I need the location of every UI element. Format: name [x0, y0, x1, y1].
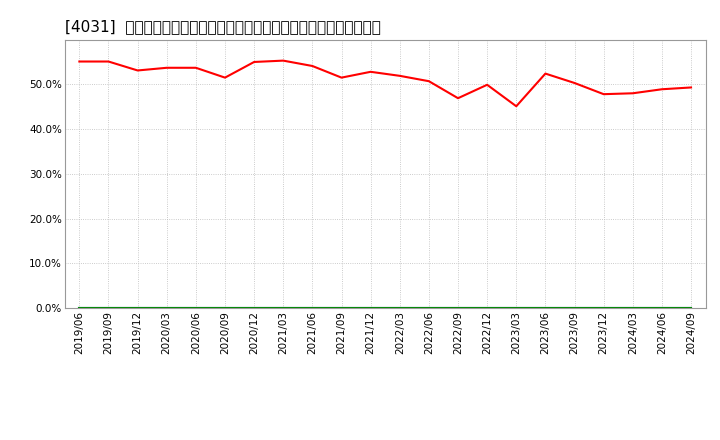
繰延税金資産: [570, 305, 579, 311]
繰延税金資産: [279, 305, 287, 311]
自己資本: [425, 79, 433, 84]
自己資本: [687, 85, 696, 90]
のれん: [192, 305, 200, 311]
繰延税金資産: [454, 305, 462, 311]
のれん: [104, 305, 113, 311]
自己資本: [308, 63, 317, 69]
繰延税金資産: [512, 305, 521, 311]
繰延税金資産: [163, 305, 171, 311]
繰延税金資産: [220, 305, 229, 311]
自己資本: [220, 75, 229, 80]
のれん: [133, 305, 142, 311]
のれん: [75, 305, 84, 311]
繰延税金資産: [629, 305, 637, 311]
繰延税金資産: [250, 305, 258, 311]
のれん: [250, 305, 258, 311]
自己資本: [250, 59, 258, 65]
繰延税金資産: [104, 305, 113, 311]
のれん: [308, 305, 317, 311]
繰延税金資産: [337, 305, 346, 311]
自己資本: [337, 75, 346, 80]
繰延税金資産: [425, 305, 433, 311]
のれん: [570, 305, 579, 311]
繰延税金資産: [541, 305, 550, 311]
自己資本: [163, 65, 171, 70]
のれん: [220, 305, 229, 311]
自己資本: [657, 87, 666, 92]
のれん: [454, 305, 462, 311]
のれん: [395, 305, 404, 311]
Line: 自己資本: 自己資本: [79, 61, 691, 106]
繰延税金資産: [308, 305, 317, 311]
繰延税金資産: [599, 305, 608, 311]
自己資本: [541, 71, 550, 76]
繰延税金資産: [133, 305, 142, 311]
繰延税金資産: [657, 305, 666, 311]
のれん: [366, 305, 375, 311]
自己資本: [454, 95, 462, 101]
繰延税金資産: [192, 305, 200, 311]
繰延税金資産: [395, 305, 404, 311]
のれん: [163, 305, 171, 311]
のれん: [657, 305, 666, 311]
Text: [4031]  自己資本、のれん、繰延税金資産の総資産に対する比率の推移: [4031] 自己資本、のれん、繰延税金資産の総資産に対する比率の推移: [65, 19, 381, 34]
自己資本: [279, 58, 287, 63]
繰延税金資産: [687, 305, 696, 311]
自己資本: [75, 59, 84, 64]
自己資本: [395, 73, 404, 78]
自己資本: [483, 82, 492, 88]
自己資本: [570, 81, 579, 86]
繰延税金資産: [483, 305, 492, 311]
のれん: [483, 305, 492, 311]
繰延税金資産: [366, 305, 375, 311]
のれん: [425, 305, 433, 311]
自己資本: [366, 69, 375, 74]
のれん: [512, 305, 521, 311]
自己資本: [599, 92, 608, 97]
のれん: [599, 305, 608, 311]
自己資本: [104, 59, 113, 64]
のれん: [541, 305, 550, 311]
自己資本: [192, 65, 200, 70]
自己資本: [629, 91, 637, 96]
のれん: [687, 305, 696, 311]
のれん: [337, 305, 346, 311]
のれん: [629, 305, 637, 311]
自己資本: [133, 68, 142, 73]
繰延税金資産: [75, 305, 84, 311]
のれん: [279, 305, 287, 311]
自己資本: [512, 103, 521, 109]
